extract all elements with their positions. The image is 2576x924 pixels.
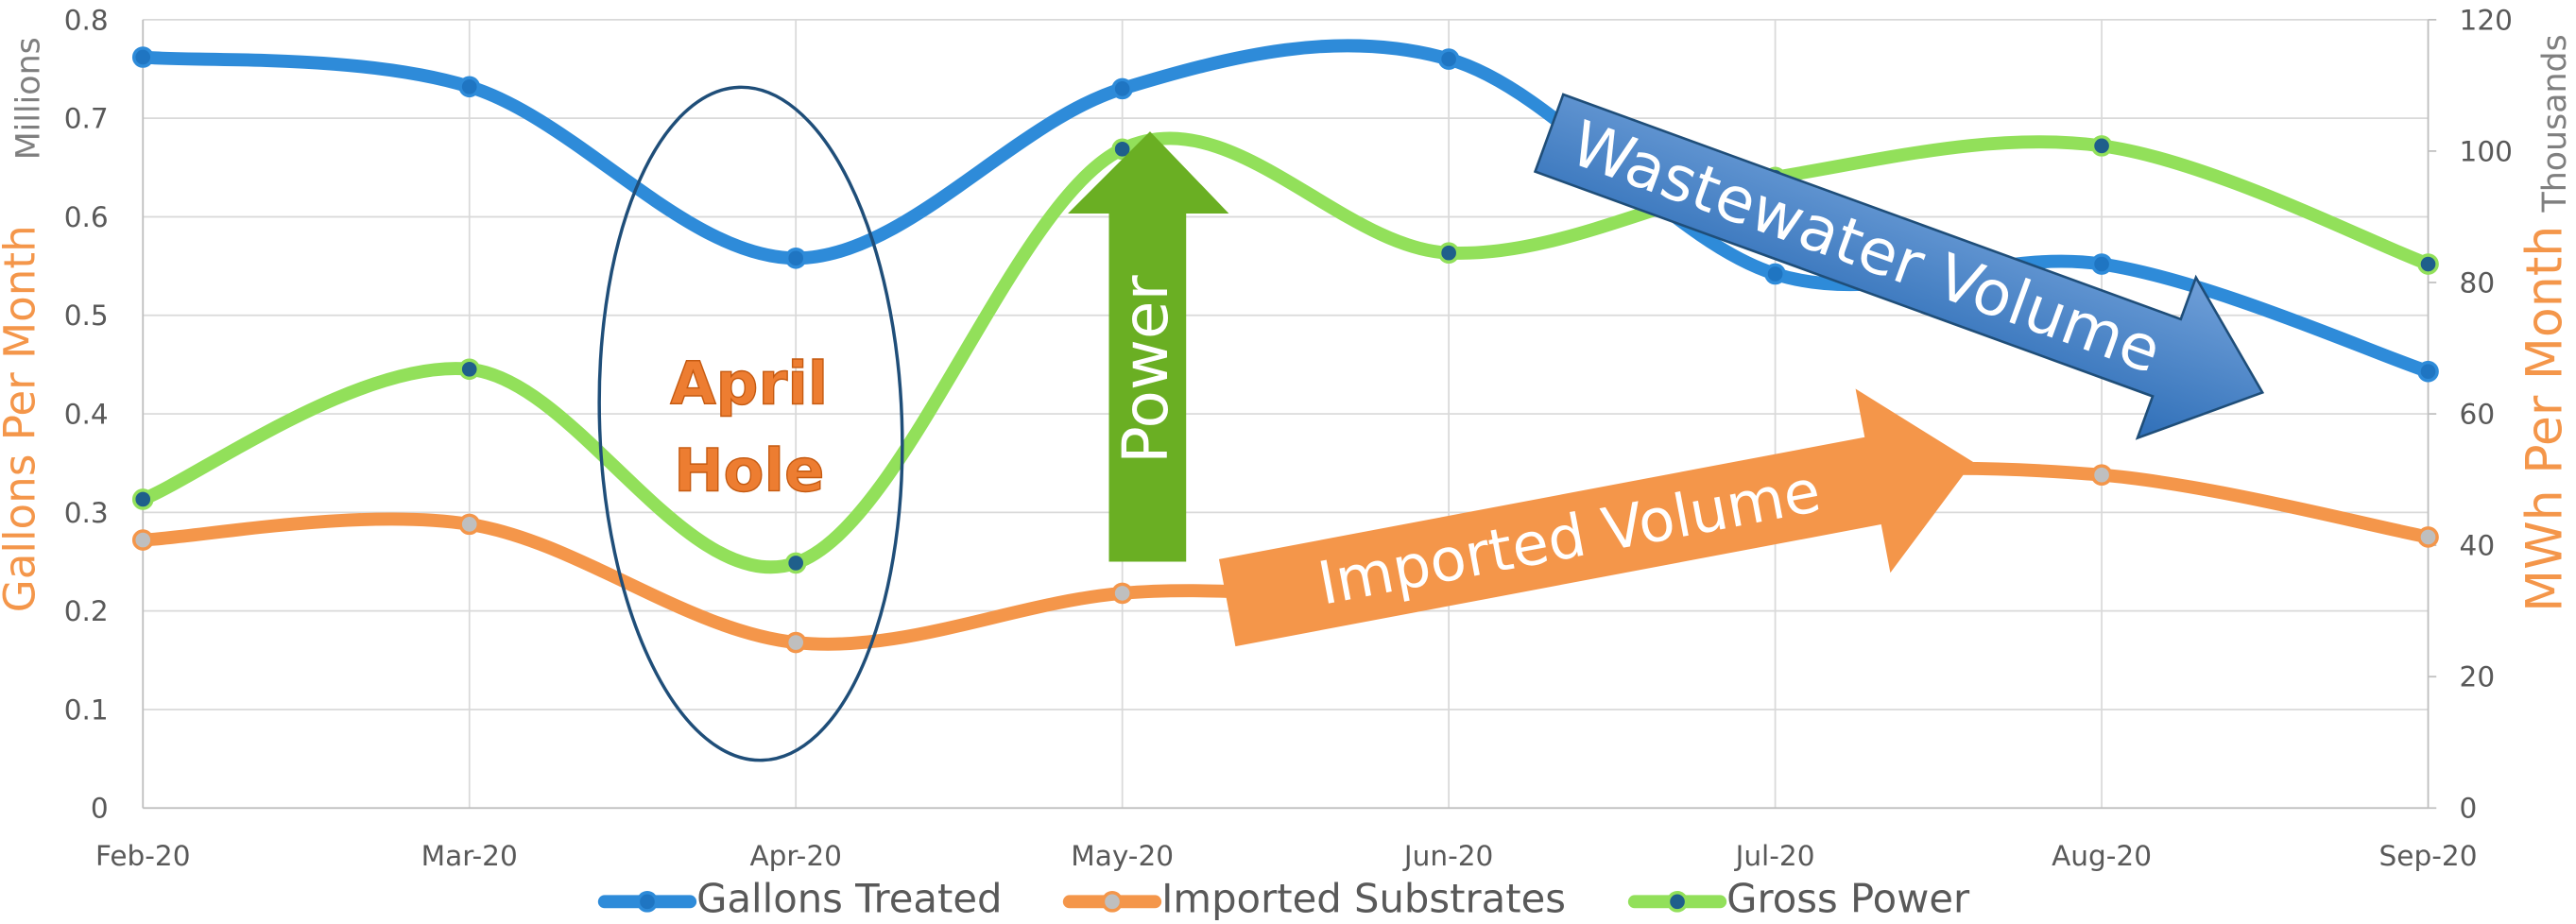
y-tick-label: 0.6 — [64, 201, 109, 233]
point-marker — [2417, 360, 2439, 383]
y2-tick-label: 120 — [2460, 4, 2513, 36]
x-tick-label: Jul-20 — [1734, 840, 1815, 872]
y-unit: Millions — [9, 37, 47, 160]
y-tick-label: 0.1 — [64, 693, 109, 726]
y2-tick-label: 20 — [2460, 661, 2496, 693]
y-tick-label: 0.4 — [64, 398, 109, 430]
imported-arrow — [1218, 388, 1973, 647]
point-marker — [784, 247, 807, 269]
point-marker — [1111, 138, 1133, 161]
point-marker — [131, 46, 154, 68]
point-marker — [131, 529, 154, 551]
legend: Gallons Treated Imported Substrates Gross … — [597, 875, 1970, 921]
wastewater-arrow — [1533, 93, 2265, 440]
legend-marker — [636, 891, 659, 913]
annotation: Hole — [674, 436, 824, 505]
annotation: Power — [1109, 274, 1182, 464]
y-tick-label: 0.5 — [64, 299, 109, 332]
april-hole-ellipse — [597, 85, 904, 762]
point-marker — [458, 513, 481, 536]
y-axis-title: Gallons Per Month — [0, 225, 44, 612]
x-tick-label: May-20 — [1071, 840, 1174, 872]
y2-tick-label: 100 — [2460, 135, 2513, 167]
x-tick-label: Aug-20 — [2052, 840, 2152, 872]
x-tick-label: Jun-20 — [1402, 840, 1493, 872]
series-line — [136, 39, 2435, 379]
y-tick-label: 0.3 — [64, 497, 109, 529]
y2-unit: Thousands — [2536, 34, 2574, 213]
x-tick-label: Feb-20 — [95, 840, 191, 872]
point-marker — [1437, 242, 1460, 265]
x-tick-label: Apr-20 — [749, 840, 841, 872]
y2-tick-label: 60 — [2460, 398, 2496, 430]
point-marker — [1111, 582, 1133, 605]
point-marker — [784, 552, 807, 574]
annotation: April — [670, 349, 828, 418]
y2-tick-label: 40 — [2460, 530, 2496, 562]
point-marker — [2090, 464, 2113, 487]
series-line — [136, 131, 2435, 574]
point-marker — [1437, 48, 1460, 70]
point-marker — [2417, 526, 2439, 548]
annotation: Imported Volume — [1313, 456, 1826, 619]
legend-marker — [1666, 891, 1689, 913]
y2-tick-label: 0 — [2460, 793, 2478, 825]
point-marker — [458, 358, 481, 381]
point-marker — [131, 488, 154, 510]
point-marker — [2090, 253, 2113, 275]
point-marker — [1111, 77, 1133, 100]
y-tick-label: 0.8 — [64, 4, 109, 36]
point-marker — [2417, 253, 2439, 275]
point-marker — [1764, 263, 1786, 285]
legend-label: Imported Substrates — [1161, 875, 1566, 921]
y2-axis-title: MWh Per Month — [2516, 226, 2573, 612]
point-marker — [2090, 135, 2113, 157]
point-marker — [458, 76, 481, 98]
y2-tick-label: 80 — [2460, 266, 2496, 299]
y-tick-label: 0.2 — [64, 595, 109, 627]
point-marker — [784, 631, 807, 654]
x-tick-label: Sep-20 — [2379, 840, 2478, 872]
x-tick-label: Mar-20 — [421, 840, 518, 872]
legend-marker — [1101, 891, 1124, 913]
wastewater-arrow-group: Wastewater Volume — [1533, 93, 2265, 440]
axes: 0 0.1 0.2 0.3 0.4 0.5 0.6 0.7 0.8 0 20 40 60 80 100 120… — [64, 4, 2513, 872]
legend-label: Gallons Treated — [696, 875, 1002, 921]
y-tick-label: 0.7 — [64, 103, 109, 135]
power-arrow — [1068, 131, 1229, 562]
legend-label: Gross Power — [1726, 875, 1970, 921]
y-tick-label: 0 — [91, 793, 109, 825]
imported-arrow-group: Imported Volume — [1218, 388, 1973, 647]
